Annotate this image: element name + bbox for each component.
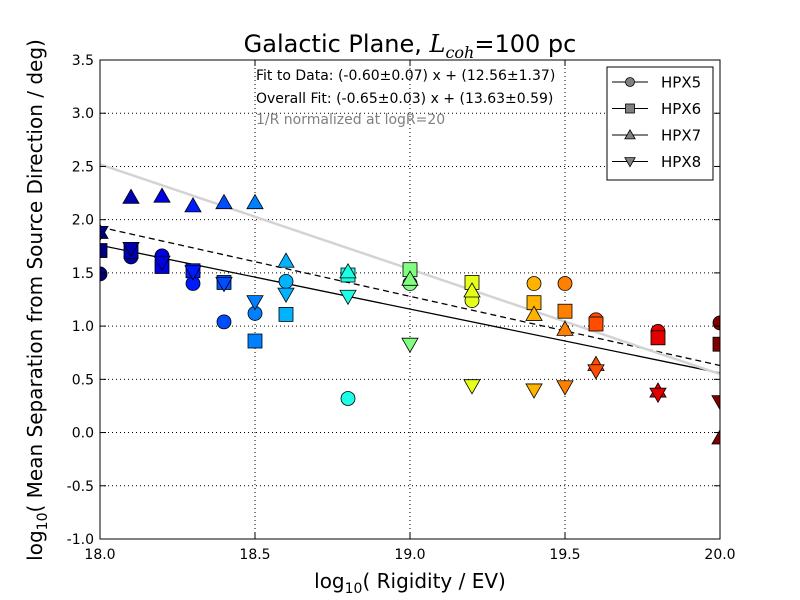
y-tick-label: 1.0	[72, 319, 94, 335]
legend-marker-hpx6	[625, 103, 635, 114]
hpx6-point	[712, 336, 720, 352]
legend-label-hpx5: HPX5	[661, 74, 701, 92]
legend: HPX5 HPX6 HPX7 HPX8	[606, 66, 714, 181]
hpx6-point	[557, 303, 573, 319]
hpx8-point	[401, 337, 419, 354]
x-axis-label: log10( Rigidity / EV)	[314, 569, 506, 597]
y-tick-label: 2.5	[72, 159, 94, 175]
y-tick-label: 3.5	[72, 53, 94, 69]
y-tick-label: 1.5	[72, 266, 94, 282]
hpx7-point	[463, 282, 481, 298]
legend-marker-hpx5	[625, 77, 635, 87]
hpx8-point	[556, 380, 574, 396]
y-tick-label: 0.5	[72, 372, 94, 388]
hpx8-point	[153, 255, 171, 272]
x-tick-label: 20.0	[704, 547, 735, 563]
hpx7-point	[525, 305, 543, 321]
hpx8-point	[339, 289, 357, 306]
hpx7-point	[339, 262, 357, 279]
hpx6-point	[278, 307, 294, 322]
chart-title: Galactic Plane, Lcoh=100 pc	[244, 30, 577, 62]
x-tick-label: 19.5	[549, 547, 580, 563]
x-tick-label: 18.0	[84, 547, 115, 563]
hpx8-point	[587, 364, 605, 380]
hpx7-point	[122, 188, 140, 204]
hpx8-point	[277, 287, 295, 304]
hpx7-point	[556, 320, 574, 336]
hpx7-point	[215, 193, 233, 210]
fit-data-annotation: Fit to Data: (-0.60±0.07) x + (12.56±1.3…	[256, 68, 555, 84]
hpx8-point	[649, 387, 667, 404]
overall-fit-annotation: Overall Fit: (-0.65±0.03) x + (13.63±0.5…	[256, 91, 553, 107]
hpx8-point	[525, 383, 543, 399]
hpx8-point	[215, 277, 233, 293]
legend-label-hpx8: HPX8	[661, 153, 701, 171]
hpx5-point	[340, 391, 356, 406]
hpx8-point	[246, 295, 264, 311]
y-tick-label: 2.0	[72, 213, 94, 229]
hpx7-point	[184, 196, 202, 213]
hpx5-point	[526, 276, 542, 291]
hpx6-point	[100, 243, 108, 258]
hpx8-point	[122, 241, 140, 258]
normalization-annotation: 1/R normalized at logR=20	[256, 112, 445, 128]
axis-ticks: 18.0 18.5 19.0 19.5 20.0 -1.0 -0.5 0.0 0.5 1.0 1.5…	[67, 53, 736, 563]
data-points	[100, 187, 720, 445]
hpx8-point	[100, 226, 109, 242]
legend-label-hpx6: HPX6	[661, 100, 701, 118]
hpx8-point	[184, 265, 202, 281]
hpx5-point	[216, 314, 232, 330]
y-tick-label: 0.0	[72, 426, 94, 442]
x-tick-label: 19.0	[394, 547, 425, 563]
y-tick-label: -1.0	[67, 532, 94, 548]
hpx7-point	[711, 429, 720, 445]
hpx5-point	[278, 274, 294, 289]
hpx6-point	[650, 330, 666, 346]
legend-label-hpx7: HPX7	[661, 127, 701, 145]
hpx7-point	[153, 187, 171, 203]
fit-line-solid	[100, 244, 720, 374]
hpx8-point	[711, 395, 720, 411]
hpx6-point	[588, 316, 604, 332]
hpx5-point	[557, 276, 573, 291]
legend-marker-hpx8	[624, 157, 636, 168]
hpx7-point	[401, 270, 419, 286]
hpx6-point	[247, 333, 263, 349]
hpx5-point	[100, 266, 108, 282]
y-tick-label: -0.5	[67, 479, 94, 495]
y-tick-label: 3.0	[72, 106, 94, 122]
x-tick-label: 18.5	[239, 547, 270, 563]
hpx7-point	[246, 193, 264, 210]
hpx7-point	[277, 252, 295, 268]
hpx8-point	[463, 379, 481, 395]
fit-line-dashed	[100, 226, 720, 367]
legend-marker-hpx7	[624, 129, 636, 140]
y-axis-label: log10( Mean Separation from Source Direc…	[23, 39, 51, 561]
